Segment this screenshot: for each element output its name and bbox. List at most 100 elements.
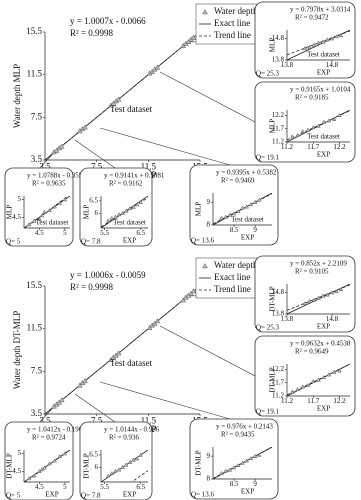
q-label: Q= 5 [6, 492, 21, 500]
point [190, 34, 197, 40]
x-axis-label: EXP [317, 69, 330, 77]
y-axis-label: DT-MLP [269, 286, 277, 312]
x-tick-label: 9 [253, 226, 257, 234]
y-tick-label: 6 [95, 209, 99, 217]
legend-label: Water depth [214, 6, 258, 16]
point [334, 34, 339, 39]
trend-line [287, 30, 350, 56]
x-tick-label: 4.5 [35, 483, 44, 491]
q-label: Q= 25.3 [256, 324, 280, 332]
point [329, 290, 335, 295]
point [58, 143, 65, 149]
y-tick-label: 14.8 [272, 288, 285, 296]
equation: y = 0.9165x + 1.0104 [290, 86, 351, 94]
point [26, 476, 32, 481]
y-axis-label: DT-MLP [6, 453, 14, 479]
y-axis-label: DT-MLP [269, 367, 277, 393]
point [337, 368, 342, 373]
point [219, 470, 224, 475]
point [113, 214, 118, 219]
trend-line [45, 286, 200, 414]
x-tick-label: 6.5 [136, 229, 145, 237]
x-tick-label: 5 [63, 229, 67, 237]
equation: y = 1.0144x - 0.936 [104, 426, 160, 434]
point [320, 293, 326, 298]
point [316, 295, 321, 300]
point [77, 382, 83, 388]
point [82, 124, 88, 130]
x-tick-label: 3.5 [39, 161, 51, 171]
point [321, 119, 326, 124]
point [154, 318, 161, 324]
point [52, 458, 57, 463]
lines [24, 196, 70, 228]
point [138, 199, 143, 204]
x-axis-label: EXP [241, 234, 254, 242]
point [106, 218, 111, 223]
leader-line [74, 393, 116, 423]
q-label: Q= 7.8 [81, 238, 101, 246]
lines [45, 286, 200, 414]
trend-line [130, 470, 148, 482]
r-squared: R² = 0.9472 [295, 14, 329, 22]
point [236, 462, 241, 467]
y-tick-label: 3.5 [31, 408, 43, 418]
x-tick-label: 13.8 [281, 61, 294, 69]
r-squared: R² = 0.9185 [295, 94, 329, 102]
x-tick-label: 11.2 [281, 143, 293, 151]
r-squared: R² = 0.9469 [221, 177, 255, 185]
point [295, 133, 300, 138]
r-squared: R² = 0.9105 [295, 268, 329, 276]
y-tick-label: 11.7 [272, 124, 284, 132]
equation: y = 0.852x + 2.2109 [290, 260, 347, 268]
r-squared: R² = 0.9724 [32, 434, 66, 442]
point [127, 205, 133, 210]
point [151, 320, 158, 326]
point [295, 387, 300, 392]
inset-frame [254, 255, 356, 333]
r-squared: R² = 0.9649 [295, 348, 329, 356]
point [248, 456, 254, 461]
r-squared: R² = 0.9435 [221, 431, 255, 439]
point [138, 452, 143, 457]
x-tick-label: 11.5 [141, 161, 157, 171]
y-axis-label: Water depth MLP [12, 64, 22, 128]
x-tick-label: 13.8 [281, 315, 294, 323]
point [115, 96, 122, 102]
y-axis-label: MLP [83, 205, 91, 220]
point [26, 222, 32, 227]
trend-line [45, 32, 200, 160]
point [244, 458, 249, 463]
inset-chart: 11.2 11.7 12.2 11.2 11.7 12.2 y = 0.9632x + 0.… [254, 335, 356, 417]
y-tick-label: 11.5 [27, 323, 43, 333]
point [338, 33, 344, 38]
x-tick-label: 7.5 [91, 415, 103, 425]
lines [24, 450, 70, 482]
inset-frame [254, 1, 356, 79]
main-chart: 3.57.511.515.53.57.511.515.5y = 1.0006x … [12, 257, 259, 434]
y-tick-label: 13.8 [272, 310, 285, 318]
point [320, 39, 326, 44]
point [134, 456, 140, 461]
point [227, 467, 233, 472]
y-tick-label: 12.2 [272, 111, 285, 119]
q-label: Q= 19.1 [256, 154, 280, 162]
trend-line [213, 447, 272, 479]
point [190, 288, 197, 294]
point [124, 208, 129, 213]
y-tick-label: 12.2 [272, 365, 285, 373]
r-squared: R² = 0.936 [109, 434, 139, 442]
point [240, 460, 245, 465]
x-axis-label: EXP [317, 151, 330, 159]
r-squared: R² = 0.9162 [109, 180, 143, 188]
x-axis-label: EXP [123, 491, 136, 499]
point [316, 123, 321, 128]
x-tick-label: 11.7 [307, 143, 319, 151]
point [231, 465, 237, 470]
note: Test dataset [36, 219, 69, 227]
point [231, 211, 237, 216]
x-tick-label: 8.5 [230, 226, 239, 234]
point [311, 297, 317, 302]
point [338, 287, 344, 292]
